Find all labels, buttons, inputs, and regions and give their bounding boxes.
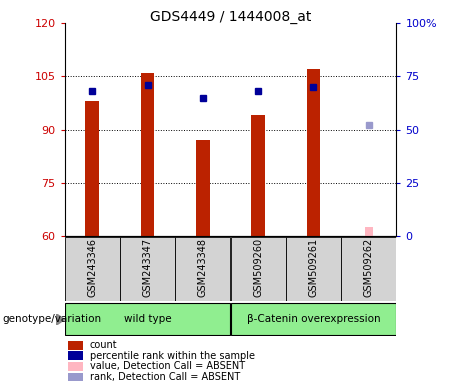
Text: count: count: [90, 340, 118, 350]
Text: GSM243346: GSM243346: [87, 238, 97, 297]
Bar: [307, 69, 320, 236]
Bar: [85, 101, 99, 236]
Text: β-Catenin overexpression: β-Catenin overexpression: [247, 314, 380, 324]
Bar: [141, 73, 154, 236]
FancyBboxPatch shape: [176, 237, 230, 301]
Bar: [68, 351, 83, 360]
Bar: [365, 227, 372, 236]
FancyBboxPatch shape: [231, 237, 285, 301]
Bar: [68, 341, 83, 349]
FancyBboxPatch shape: [231, 303, 396, 334]
FancyBboxPatch shape: [120, 237, 175, 301]
Text: GDS4449 / 1444008_at: GDS4449 / 1444008_at: [150, 10, 311, 23]
Text: GSM509262: GSM509262: [364, 238, 374, 297]
FancyBboxPatch shape: [65, 303, 230, 334]
Text: wild type: wild type: [124, 314, 171, 324]
Text: GSM509260: GSM509260: [253, 238, 263, 297]
Text: genotype/variation: genotype/variation: [2, 314, 101, 324]
Text: rank, Detection Call = ABSENT: rank, Detection Call = ABSENT: [90, 372, 240, 382]
Text: value, Detection Call = ABSENT: value, Detection Call = ABSENT: [90, 361, 245, 371]
Text: GSM243348: GSM243348: [198, 238, 208, 297]
Text: GSM243347: GSM243347: [142, 238, 153, 297]
Bar: [68, 362, 83, 371]
Text: GSM509261: GSM509261: [308, 238, 319, 297]
FancyBboxPatch shape: [342, 237, 396, 301]
Bar: [251, 115, 265, 236]
Bar: [196, 140, 210, 236]
FancyBboxPatch shape: [65, 237, 119, 301]
Polygon shape: [56, 314, 65, 325]
Text: percentile rank within the sample: percentile rank within the sample: [90, 351, 255, 361]
FancyBboxPatch shape: [286, 237, 341, 301]
Bar: [68, 372, 83, 381]
